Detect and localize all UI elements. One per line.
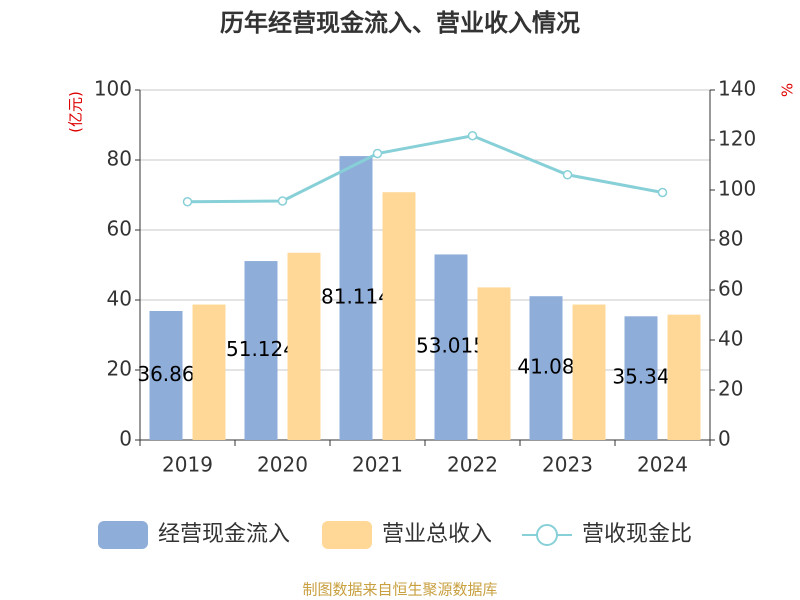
y-tick-label: 100 xyxy=(94,77,132,101)
chart-title: 历年经营现金流入、营业收入情况 xyxy=(220,9,580,37)
y-tick-label: 20 xyxy=(107,357,132,381)
bar xyxy=(339,156,373,440)
y2-tick-label: 100 xyxy=(718,177,756,201)
line-point xyxy=(182,197,193,207)
bar xyxy=(382,192,416,440)
bar xyxy=(244,261,278,440)
legend-swatch xyxy=(536,524,558,546)
bar xyxy=(667,314,701,440)
y-tick-label: 80 xyxy=(107,147,132,171)
y2-tick-label: 60 xyxy=(718,277,743,301)
line-point xyxy=(467,131,478,141)
data-label: 51.124 xyxy=(226,337,296,361)
y2-tick-label: 80 xyxy=(718,227,743,251)
y-tick-label: 40 xyxy=(107,287,132,311)
line-point xyxy=(277,196,288,206)
y-tick-label: 0 xyxy=(119,427,132,451)
data-label: 41.08 xyxy=(517,355,574,379)
source: 制图数据来自恒生聚源数据库 xyxy=(302,581,497,599)
line-point xyxy=(372,148,383,159)
bar xyxy=(624,316,658,440)
y2-tick-label: 140 xyxy=(718,77,756,101)
x-tick-label: 2021 xyxy=(352,453,403,477)
line xyxy=(187,134,663,204)
x-tick-label: 2020 xyxy=(257,453,308,477)
line-point xyxy=(562,170,573,180)
line-point xyxy=(657,187,668,198)
x-tick-label: 2019 xyxy=(162,453,213,477)
legend-label: 营业总收入 xyxy=(382,522,492,547)
x-tick-label: 2023 xyxy=(542,453,593,477)
y2-tick-label: 20 xyxy=(718,377,743,401)
bar xyxy=(477,287,511,440)
x-tick-label: 2024 xyxy=(637,453,688,477)
bar xyxy=(434,254,468,440)
y2-tick-label: 0 xyxy=(718,427,731,451)
legend-label: 营收现金比 xyxy=(582,522,692,547)
y2-tick-label: 40 xyxy=(718,327,743,351)
data-label: 35.34 xyxy=(612,365,669,389)
y2-axis-title: % xyxy=(779,83,797,97)
bar xyxy=(572,304,606,440)
bar xyxy=(529,296,563,440)
bar xyxy=(149,310,183,440)
bar xyxy=(192,304,226,440)
data-label: 53.015 xyxy=(416,334,486,358)
data-label: 36.86 xyxy=(137,362,194,386)
data-label: 81.114 xyxy=(321,285,391,309)
x-tick-label: 2022 xyxy=(447,453,498,477)
legend-label: 经营现金流入 xyxy=(158,522,290,547)
bar xyxy=(287,252,321,440)
y-axis-title: (亿元) xyxy=(67,91,85,133)
legend-swatch xyxy=(322,521,372,549)
y2-tick-label: 120 xyxy=(718,127,756,151)
legend-swatch xyxy=(98,521,148,549)
y-tick-label: 60 xyxy=(107,217,132,241)
